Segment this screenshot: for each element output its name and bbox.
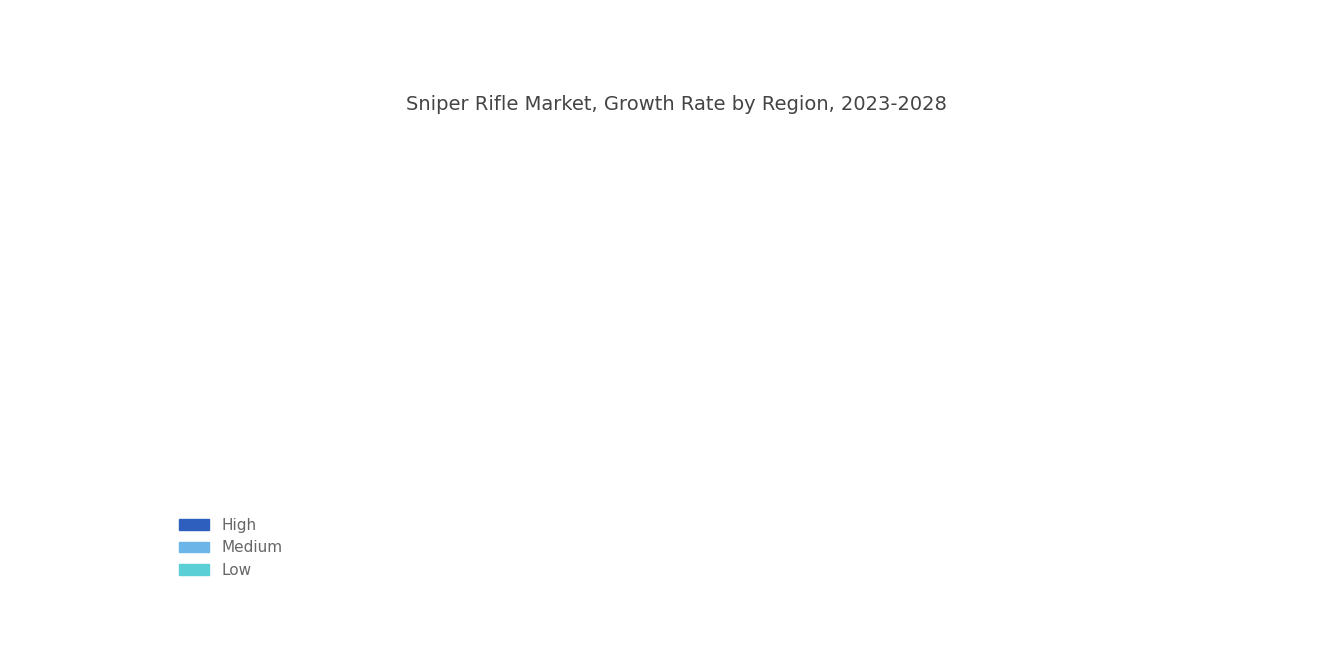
Text: Sniper Rifle Market, Growth Rate by Region, 2023-2028: Sniper Rifle Market, Growth Rate by Regi… [407, 95, 946, 114]
Legend: High, Medium, Low: High, Medium, Low [173, 511, 289, 585]
